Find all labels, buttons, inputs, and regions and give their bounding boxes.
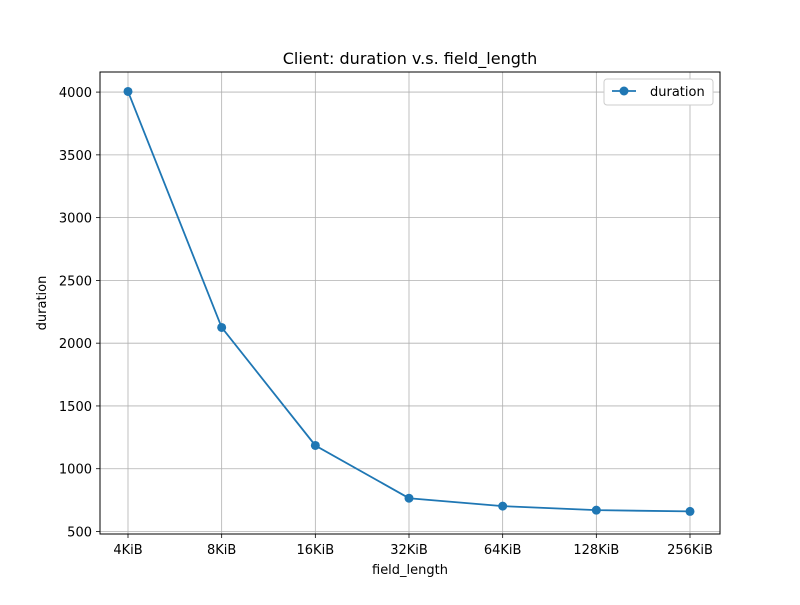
y-axis-label: duration [35,276,50,331]
axis-ticks: 4KiB 8KiB 16KiB 32KiB 64KiB 128KiB 256KiB 500 10… [59,86,713,558]
y-tick-label: 4000 [59,86,92,101]
x-axis-label: field_length [372,563,448,578]
data-point-128KiB [591,505,601,515]
y-tick-label: 500 [67,525,92,540]
legend: duration [603,78,714,106]
grid [100,72,720,534]
chart-title: Client: duration v.s. field_length [283,49,538,69]
legend-entry-duration: duration [650,85,705,100]
x-tick-label: 4KiB [113,543,142,558]
y-tick-label: 3000 [59,212,92,227]
y-tick-label: 2000 [59,337,92,352]
x-tick-label: 128KiB [573,543,619,558]
legend-box [603,78,714,106]
data-point-64KiB [498,501,508,511]
data-point-8KiB [217,322,227,332]
x-tick-label: 16KiB [297,543,335,558]
x-tick-label: 256KiB [667,543,713,558]
data-point-16KiB [310,440,320,450]
data-point-256KiB [685,506,695,516]
x-tick-label: 64KiB [484,543,522,558]
plot-frame [99,71,721,535]
data-point-32KiB [404,493,414,503]
y-tick-label: 1000 [59,463,92,478]
data-point-4KiB [123,86,133,96]
y-tick-label: 1500 [59,400,92,415]
series-layer [123,86,695,516]
y-tick-label: 3500 [59,149,92,164]
x-tick-label: 8KiB [207,543,236,558]
legend-marker-swatch [619,86,629,96]
x-tick-label: 32KiB [390,543,428,558]
y-tick-label: 2500 [59,274,92,289]
